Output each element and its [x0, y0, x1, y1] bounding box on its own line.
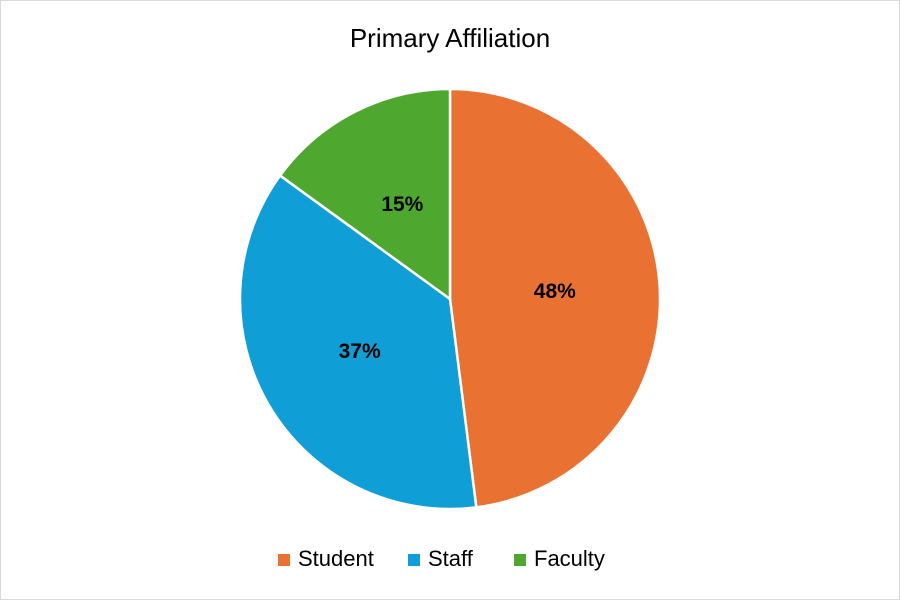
data-label: 15% — [381, 193, 423, 216]
legend-label: Faculty — [534, 546, 605, 571]
legend-label: Staff — [428, 546, 474, 571]
legend-swatch — [278, 554, 290, 566]
legend-swatch — [514, 554, 526, 566]
legend-swatch — [408, 554, 420, 566]
chart-title: Primary Affiliation — [350, 23, 550, 53]
data-label: 37% — [339, 340, 381, 363]
data-label: 48% — [534, 280, 576, 303]
pie-slice — [278, 87, 452, 302]
pie-slice — [448, 87, 662, 509]
pie-slice — [238, 173, 478, 511]
legend-label: Student — [298, 546, 374, 571]
